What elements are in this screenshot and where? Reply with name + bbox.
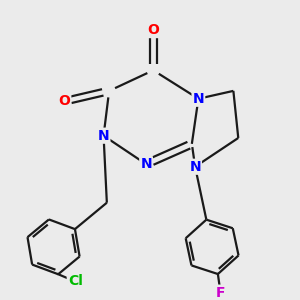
Text: O: O xyxy=(147,23,159,37)
Text: N: N xyxy=(189,160,201,174)
Text: N: N xyxy=(98,129,109,143)
Text: F: F xyxy=(216,286,225,300)
Text: O: O xyxy=(58,94,70,108)
Text: N: N xyxy=(140,157,152,171)
Text: Cl: Cl xyxy=(68,274,82,288)
Text: N: N xyxy=(193,92,204,106)
